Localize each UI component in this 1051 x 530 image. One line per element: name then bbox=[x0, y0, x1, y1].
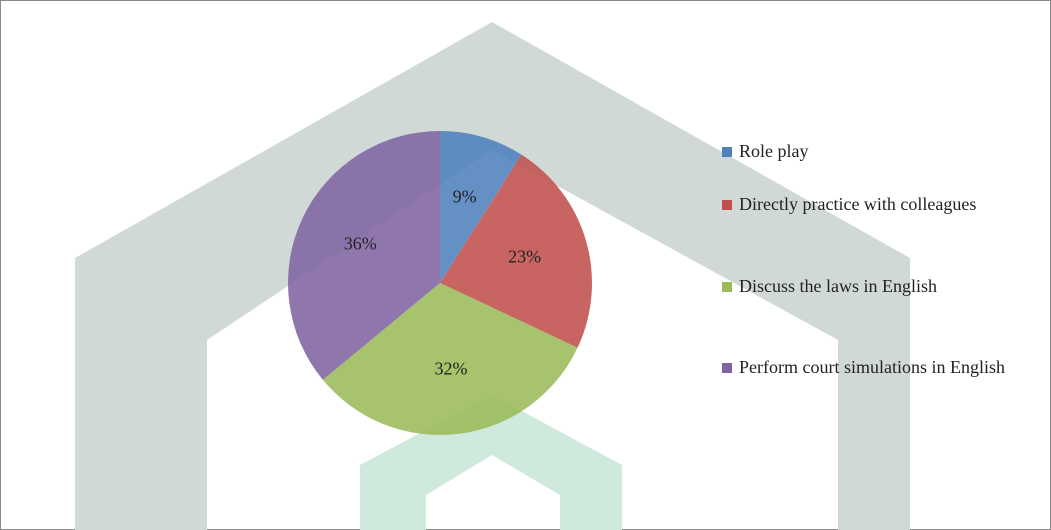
data-label: 9% bbox=[453, 186, 477, 206]
legend-label: Perform court simulations in English bbox=[739, 357, 1005, 377]
legend-swatch bbox=[722, 363, 732, 373]
legend-label: Directly practice with colleagues bbox=[739, 194, 977, 214]
legend-swatch bbox=[722, 200, 732, 210]
legend-entry: Directly practice with colleagues bbox=[722, 191, 1017, 218]
data-label: 32% bbox=[435, 359, 468, 379]
watermark bbox=[75, 22, 910, 530]
pie: 9% 23% 32% 36% bbox=[287, 131, 592, 435]
legend-label: Discuss the laws in English bbox=[739, 276, 937, 296]
pie-slice bbox=[440, 154, 592, 348]
legend-entry: Discuss the laws in English bbox=[722, 273, 1017, 300]
legend-swatch bbox=[722, 282, 732, 292]
pie-slice bbox=[287, 131, 440, 380]
watermark bbox=[360, 395, 622, 530]
legend-swatch bbox=[722, 147, 732, 157]
legend-entry: Perform court simulations in English bbox=[722, 354, 1017, 381]
data-label: 23% bbox=[508, 247, 541, 267]
legend-label: Role play bbox=[739, 141, 809, 161]
legend-entry: Role play bbox=[722, 138, 1017, 165]
pie-slice bbox=[322, 283, 578, 435]
data-label: 36% bbox=[344, 234, 377, 254]
pie-slice bbox=[440, 131, 522, 283]
